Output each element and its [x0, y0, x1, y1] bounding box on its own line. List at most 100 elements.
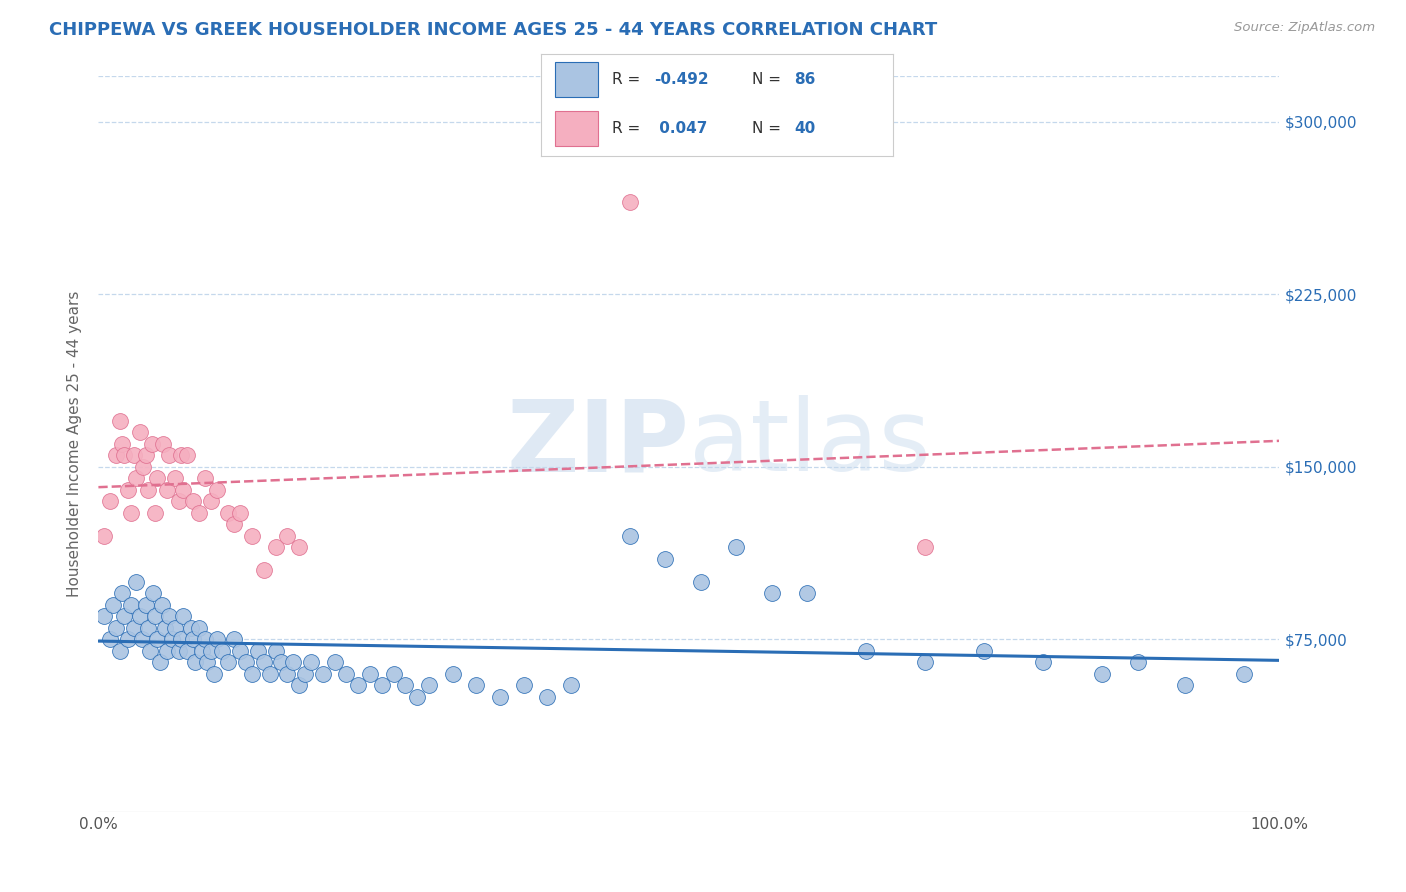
- Point: [128, 425, 150, 440]
- Point: [312, 666, 335, 681]
- Point: [276, 529, 298, 543]
- Point: [217, 506, 239, 520]
- Point: [180, 621, 202, 635]
- Point: [111, 436, 134, 450]
- Point: [135, 598, 157, 612]
- Point: [406, 690, 429, 704]
- Point: [205, 632, 228, 647]
- Point: [111, 586, 134, 600]
- Point: [121, 506, 143, 520]
- Point: [323, 655, 346, 669]
- Point: [194, 471, 217, 485]
- Point: [191, 644, 214, 658]
- Text: 0.047: 0.047: [654, 121, 707, 136]
- Point: [108, 414, 131, 428]
- Point: [371, 678, 394, 692]
- Point: [131, 632, 153, 647]
- Point: [288, 678, 311, 692]
- Point: [1091, 666, 1114, 681]
- Point: [229, 644, 252, 658]
- Point: [253, 655, 276, 669]
- Text: atlas: atlas: [689, 395, 931, 492]
- Point: [276, 666, 298, 681]
- Point: [1174, 678, 1197, 692]
- Point: [359, 666, 381, 681]
- Point: [152, 436, 174, 450]
- Point: [112, 448, 135, 462]
- Point: [689, 574, 711, 589]
- Point: [294, 666, 316, 681]
- Y-axis label: Householder Income Ages 25 - 44 years: Householder Income Ages 25 - 44 years: [67, 291, 83, 597]
- Text: N =: N =: [752, 71, 786, 87]
- Point: [187, 621, 209, 635]
- Text: R =: R =: [612, 121, 645, 136]
- Point: [240, 529, 263, 543]
- Point: [235, 655, 257, 669]
- Point: [181, 494, 204, 508]
- Point: [121, 598, 143, 612]
- Text: N =: N =: [752, 121, 786, 136]
- Point: [394, 678, 416, 692]
- Point: [157, 609, 180, 624]
- Point: [172, 609, 194, 624]
- Point: [202, 666, 225, 681]
- Point: [176, 448, 198, 462]
- Point: [187, 506, 209, 520]
- Point: [146, 632, 169, 647]
- Point: [157, 448, 180, 462]
- Bar: [555, 111, 598, 145]
- Point: [176, 644, 198, 658]
- Point: [441, 666, 464, 681]
- Text: R =: R =: [612, 71, 645, 87]
- Point: [973, 644, 995, 658]
- Point: [536, 690, 558, 704]
- Point: [347, 678, 370, 692]
- Point: [418, 678, 440, 692]
- Point: [512, 678, 534, 692]
- Point: [93, 529, 115, 543]
- Point: [489, 690, 512, 704]
- Point: [246, 644, 269, 658]
- Point: [117, 632, 139, 647]
- Point: [156, 483, 179, 497]
- Point: [253, 563, 276, 577]
- Point: [136, 621, 159, 635]
- Point: [170, 632, 193, 647]
- Point: [141, 436, 163, 450]
- Point: [654, 551, 676, 566]
- Point: [105, 448, 128, 462]
- Point: [229, 506, 252, 520]
- Point: [382, 666, 405, 681]
- Point: [132, 459, 155, 474]
- Point: [240, 666, 263, 681]
- Point: [156, 644, 179, 658]
- Point: [288, 541, 311, 555]
- Point: [167, 644, 190, 658]
- Point: [170, 448, 193, 462]
- Point: [160, 632, 183, 647]
- Point: [165, 621, 187, 635]
- Point: [143, 506, 166, 520]
- Point: [761, 586, 783, 600]
- Point: [184, 655, 207, 669]
- Point: [172, 483, 194, 497]
- Point: [139, 644, 162, 658]
- Bar: [555, 62, 598, 96]
- Point: [299, 655, 322, 669]
- Text: Source: ZipAtlas.com: Source: ZipAtlas.com: [1234, 21, 1375, 34]
- Point: [98, 632, 121, 647]
- Point: [112, 609, 135, 624]
- Point: [136, 483, 159, 497]
- Text: 40: 40: [794, 121, 815, 136]
- Point: [205, 483, 228, 497]
- Point: [128, 609, 150, 624]
- Point: [796, 586, 818, 600]
- Point: [465, 678, 488, 692]
- Point: [217, 655, 239, 669]
- Point: [1233, 666, 1256, 681]
- Point: [149, 655, 172, 669]
- Point: [93, 609, 115, 624]
- Point: [135, 448, 157, 462]
- Point: [259, 666, 281, 681]
- Point: [1032, 655, 1054, 669]
